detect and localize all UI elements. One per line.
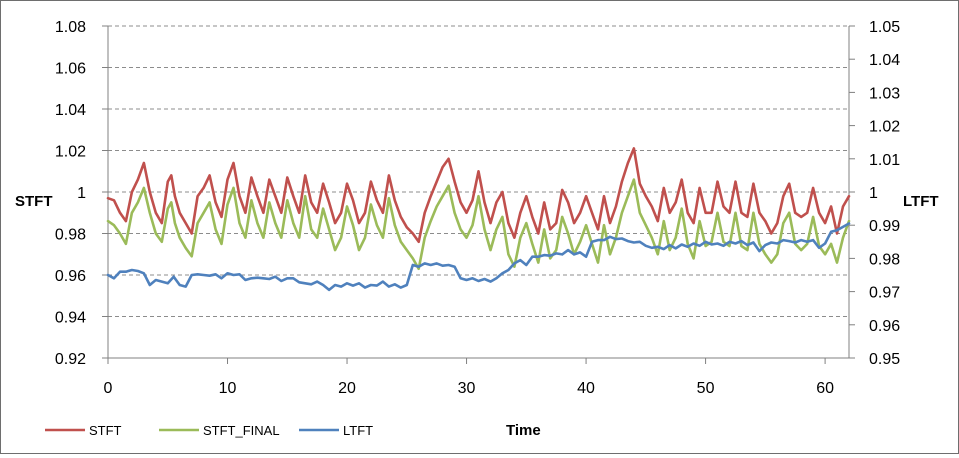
y-tick-label-right: 1.04: [869, 52, 900, 69]
legend-label: STFT_FINAL: [203, 423, 280, 438]
axes: [102, 25, 855, 364]
series-lines: [106, 147, 851, 292]
series-line-ltft: [106, 222, 851, 292]
legend: STFT STFT_FINAL LTFT: [45, 423, 373, 438]
x-tick-label: 20: [338, 380, 356, 397]
y-tick-label-left: 1.06: [55, 61, 86, 78]
legend-label: STFT: [89, 423, 122, 438]
x-tick-label: 40: [577, 380, 595, 397]
y-tick-label-right: 0.99: [869, 218, 900, 235]
y-tick-label-left: 0.94: [55, 310, 86, 327]
y-tick-label-left: 0.92: [55, 351, 86, 368]
y-tick-label-right: 1.02: [869, 119, 900, 136]
y-tick-label-left: 0.98: [55, 227, 86, 244]
y-tick-label-right: 0.95: [869, 351, 900, 368]
tick-labels: 0.92 0.94 0.96 0.98 1 1.02 1.04 1.06 1.08 0.95 0.9…: [55, 19, 900, 397]
x-axis-title: Time: [506, 422, 541, 439]
y-tick-label-right: 0.96: [869, 318, 900, 335]
series-line-stft-final: [106, 178, 851, 271]
y-tick-label-right: 1.05: [869, 19, 900, 36]
y-tick-label-left: 1: [77, 185, 86, 202]
y-tick-label-right: 0.97: [869, 285, 900, 302]
legend-label: LTFT: [343, 423, 373, 438]
x-tick-label: 50: [697, 380, 715, 397]
x-tick-label: 0: [104, 380, 113, 397]
gridlines: [108, 25, 849, 317]
series-line-stft: [106, 147, 851, 244]
y-tick-label-right: 1: [869, 185, 878, 202]
y-tick-label-left: 1.04: [55, 102, 86, 119]
y-tick-label-right: 1.01: [869, 152, 900, 169]
y-tick-label-right: 1.03: [869, 85, 900, 102]
y-tick-label-right: 0.98: [869, 251, 900, 268]
y-axis-title-left: STFT: [15, 193, 53, 210]
y-tick-label-left: 1.08: [55, 19, 86, 36]
x-tick-label: 30: [458, 380, 476, 397]
y-tick-label-left: 1.02: [55, 144, 86, 161]
x-tick-label: 60: [816, 380, 834, 397]
x-tick-label: 10: [219, 380, 237, 397]
y-axis-title-right: LTFT: [903, 193, 939, 210]
y-tick-label-left: 0.96: [55, 268, 86, 285]
